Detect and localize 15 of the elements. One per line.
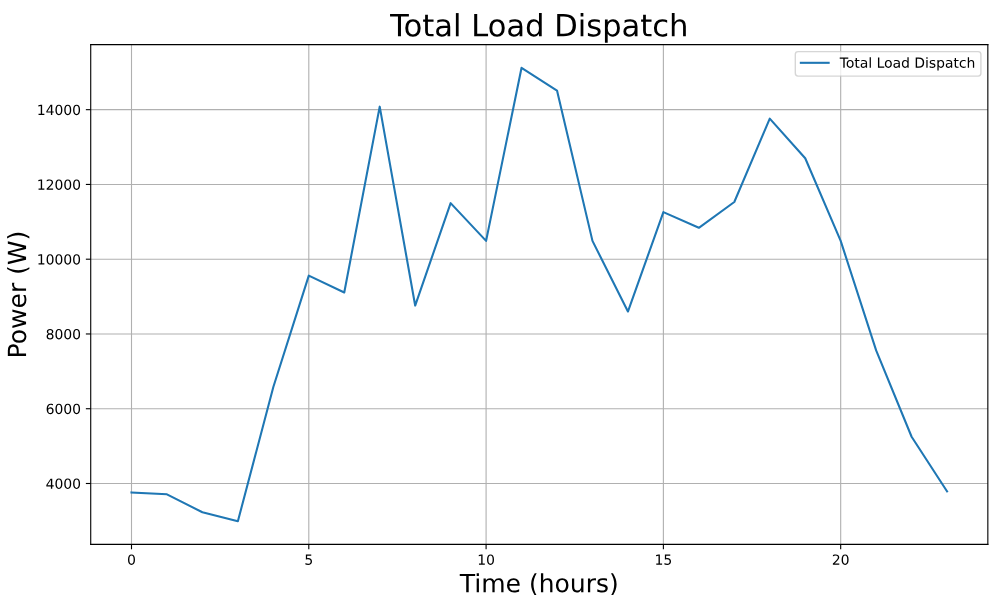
x-tick-label: 15 xyxy=(656,554,672,565)
y-tick-label: 12000 xyxy=(38,179,81,190)
y-tick-label: 6000 xyxy=(46,403,81,415)
x-tick-label: 5 xyxy=(305,554,312,565)
x-tick-label: 10 xyxy=(478,554,495,565)
y-axis-title: Power (W) xyxy=(7,232,30,356)
x-tick-label: 0 xyxy=(128,554,135,565)
y-tick-label: 10000 xyxy=(38,254,81,265)
x-axis-title: Time (hours) xyxy=(459,573,617,595)
y-tick-label: 8000 xyxy=(46,328,81,340)
chart-title: Total Load Dispatch xyxy=(390,13,686,43)
y-tick-label: 4000 xyxy=(46,478,81,489)
legend-label: Total Load Dispatch xyxy=(839,57,975,71)
x-tick-label: 20 xyxy=(832,554,849,565)
y-tick-label: 14000 xyxy=(38,104,81,116)
